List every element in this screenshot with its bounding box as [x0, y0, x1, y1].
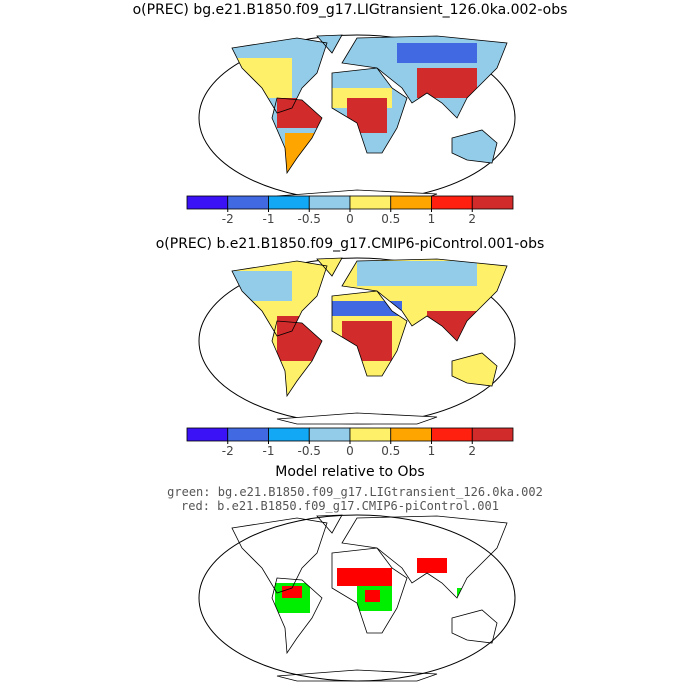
tick-label: 0	[346, 212, 354, 226]
tick-label: -2	[222, 444, 234, 458]
colorbar-box	[268, 195, 310, 210]
colorbar-box	[390, 427, 432, 442]
tick-label: -1	[263, 212, 275, 226]
colorbar-box	[186, 195, 229, 210]
colorbar-box	[471, 195, 514, 210]
map	[198, 257, 516, 425]
legend-green: green: bg.e21.B1850.f09_g17.LIGtransient…	[167, 485, 543, 499]
tick-label: 0.5	[381, 444, 400, 458]
tick-label: 0.5	[381, 212, 400, 226]
legend-red: red: b.e21.B1850.f09_g17.CMIP6-piControl…	[181, 499, 499, 513]
colorbar-box	[308, 195, 351, 210]
colorbar-box	[431, 195, 473, 210]
map	[198, 34, 516, 202]
colorbar-box	[349, 195, 392, 210]
colorbar-box	[227, 427, 269, 442]
colorbar-box	[431, 427, 473, 442]
colorbar-box	[268, 427, 310, 442]
colorbar: -2 -1 -0.5 0 0.5 1 2	[186, 427, 514, 458]
colorbar-box	[390, 195, 432, 210]
tick-label: 0	[346, 444, 354, 458]
colorbar-box	[186, 427, 229, 442]
colorbar-box	[471, 427, 514, 442]
comparison-title: Model relative to Obs	[275, 464, 424, 480]
map	[198, 514, 516, 682]
panel-title: o(PREC) b.e21.B1850.f09_g17.CMIP6-piCont…	[156, 236, 545, 252]
tick-label: 2	[468, 212, 476, 226]
colorbar-box	[227, 195, 269, 210]
tick-label: -0.5	[298, 444, 321, 458]
tick-label: 1	[428, 444, 436, 458]
tick-label: -2	[222, 212, 234, 226]
tick-label: -1	[263, 444, 275, 458]
colorbar: -2 -1 -0.5 0 0.5 1 2	[186, 195, 514, 226]
tick-label: 2	[468, 444, 476, 458]
tick-label: 1	[428, 212, 436, 226]
panel-title: o(PREC) bg.e21.B1850.f09_g17.LIGtransien…	[133, 2, 568, 18]
tick-label: -0.5	[298, 212, 321, 226]
colorbar-box	[349, 427, 392, 442]
colorbar-box	[308, 427, 351, 442]
